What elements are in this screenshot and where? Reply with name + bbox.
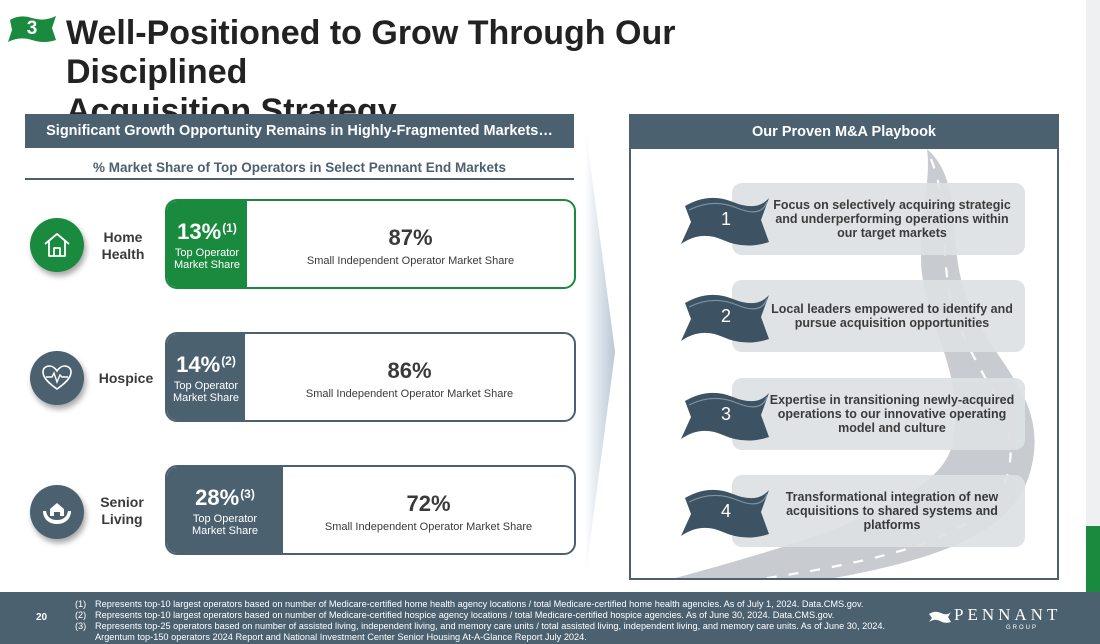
playbook-step-4: Transformational integration of new acqu… <box>732 475 1025 547</box>
market-share-card-hospice: 14%(2) Top Operator Market Share 86% Smal… <box>165 332 576 422</box>
playbook-step-2: Local leaders empowered to identify and … <box>732 280 1025 352</box>
page-title-line-1: Well-Positioned to Grow Through Our Disc… <box>66 14 676 91</box>
page-number: 20 <box>36 612 48 623</box>
playbook-step-text: Focus on selectively acquiring strategic… <box>773 198 1011 240</box>
step-number: 3 <box>720 404 731 424</box>
section-badge: 3 <box>6 14 58 44</box>
right-edge-green-bar <box>1086 526 1100 592</box>
right-edge-bar <box>1086 0 1100 526</box>
market-share-subheader: % Market Share of Top Operators in Selec… <box>25 160 574 180</box>
market-share-card-home-health: 13%(1) Top Operator Market Share 87% Smal… <box>165 199 576 289</box>
section-divider-arrow <box>585 125 615 580</box>
footnote-3-continued: Argentum top-150 operators 2024 Report a… <box>95 632 587 642</box>
playbook-step-1: Focus on selectively acquiring strategic… <box>732 183 1025 255</box>
playbook-step-text: Expertise in transitioning newly-acquire… <box>769 393 1015 435</box>
playbook-panel: Our Proven M&A Playbook Focus on selecti… <box>629 114 1059 580</box>
heart-pulse-icon <box>30 351 84 405</box>
footer: 20 (1) Represents top-10 largest operator… <box>0 592 1100 644</box>
footnote-2: (2) Represents top-10 largest operators b… <box>75 610 835 620</box>
logo-wordmark: PENNANT <box>954 605 1062 624</box>
pennant-logo: PENNANT GROUP <box>928 604 1068 634</box>
step-number: 4 <box>720 501 731 521</box>
market-label-home-health: Home Health <box>101 229 145 262</box>
top-operator-share: 13%(1) Top Operator Market Share <box>167 201 247 287</box>
step-number: 1 <box>720 209 731 229</box>
playbook-step-text: Transformational integration of new acqu… <box>785 490 999 532</box>
small-operator-share: 72% Small Independent Operator Market Sh… <box>324 491 533 533</box>
small-operator-share: 87% Small Independent Operator Market Sh… <box>306 225 515 267</box>
market-share-card-senior-living: 28%(3) Top Operator Market Share 72% Smal… <box>165 465 576 555</box>
playbook-header: Our Proven M&A Playbook <box>631 116 1057 149</box>
hands-house-icon <box>30 485 84 539</box>
step-number: 2 <box>720 306 731 326</box>
logo-subtext: GROUP <box>1006 625 1039 631</box>
top-operator-share: 14%(2) Top Operator Market Share <box>167 334 245 420</box>
footnote-3: (3) Represents top-25 operators based on … <box>75 621 886 631</box>
step-flag-icon: 3 <box>679 387 773 443</box>
step-flag-icon: 1 <box>679 192 773 248</box>
left-section-header: Significant Growth Opportunity Remains i… <box>25 114 574 148</box>
playbook-step-text: Local leaders empowered to identify and … <box>771 302 1013 330</box>
top-operator-share: 28%(3) Top Operator Market Share <box>167 467 283 553</box>
market-label-hospice: Hospice <box>98 370 154 386</box>
step-flag-icon: 4 <box>679 484 773 540</box>
page-title: Well-Positioned to Grow Through Our Disc… <box>66 14 866 131</box>
footnote-1: (1) Represents top-10 largest operators b… <box>75 599 864 609</box>
section-number: 3 <box>26 18 38 39</box>
flag-badge-icon <box>8 16 56 42</box>
pennant-flag-icon <box>929 611 951 623</box>
house-icon <box>30 218 84 272</box>
step-flag-icon: 2 <box>679 289 773 345</box>
market-label-senior-living: Senior Living <box>100 494 144 527</box>
playbook-step-3: Expertise in transitioning newly-acquire… <box>732 378 1025 450</box>
small-operator-share: 86% Small Independent Operator Market Sh… <box>305 358 514 400</box>
